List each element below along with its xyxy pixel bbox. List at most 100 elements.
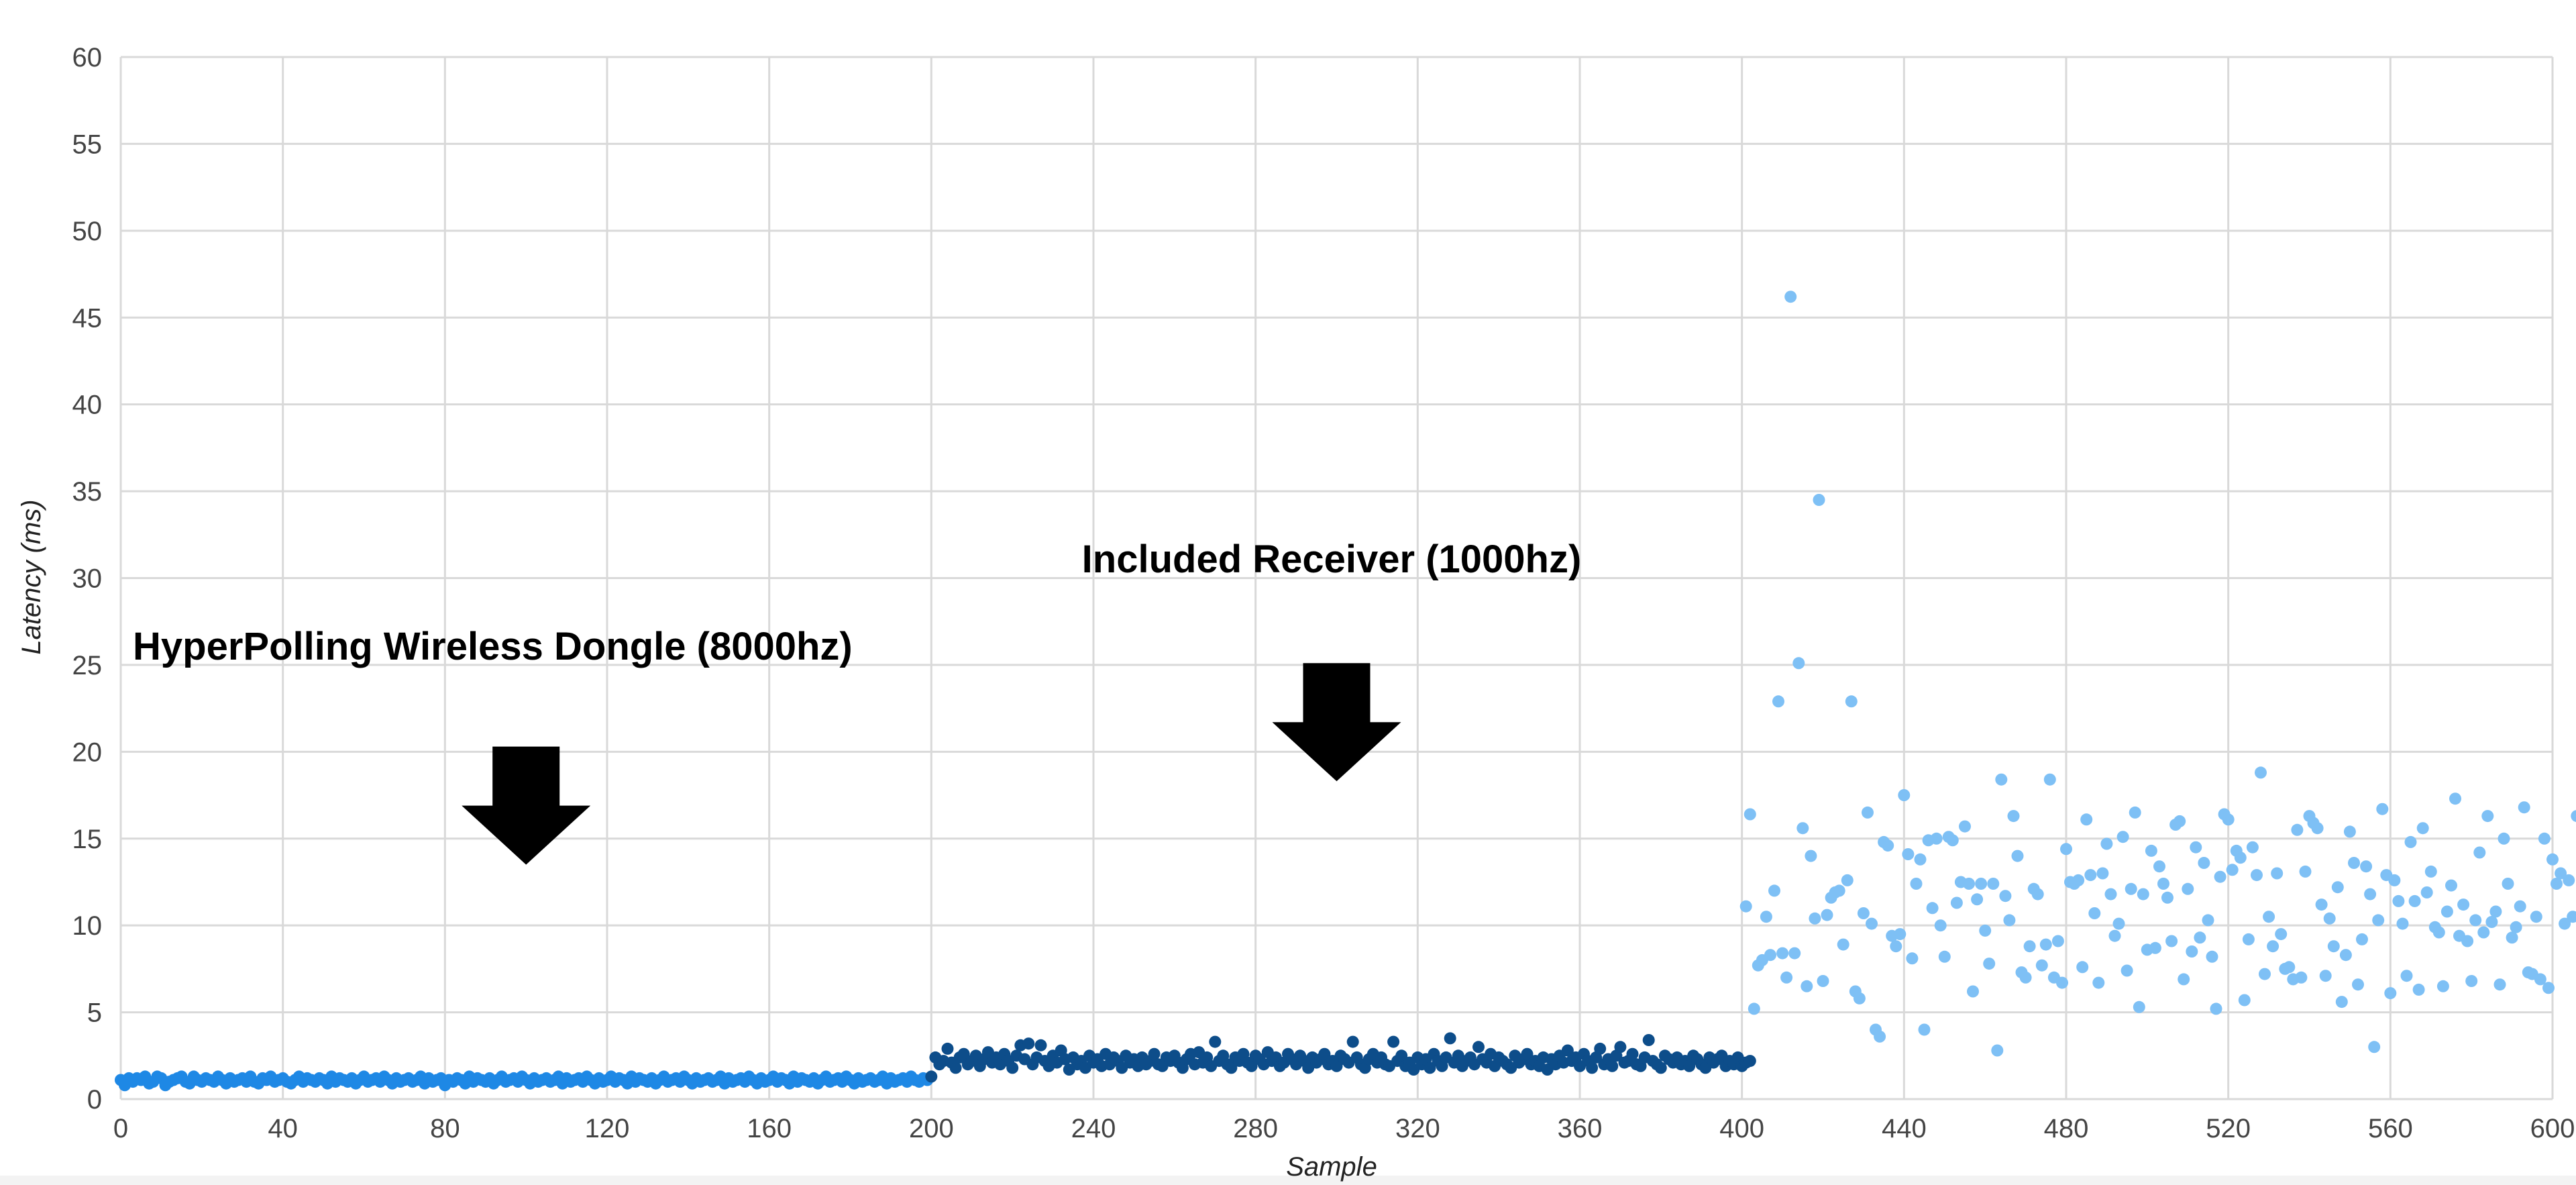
data-point <box>2510 921 2522 933</box>
data-point <box>2473 846 2486 859</box>
data-point <box>2080 813 2093 826</box>
data-point <box>1813 494 1825 506</box>
data-point <box>2546 853 2559 866</box>
data-point <box>2137 888 2149 900</box>
data-point <box>1910 878 1923 890</box>
x-tick-label: 200 <box>909 1114 954 1143</box>
x-tick-label: 280 <box>1233 1114 1278 1143</box>
data-point <box>2319 970 2332 982</box>
data-point <box>1857 907 1870 919</box>
y-tick-label: 35 <box>72 477 103 507</box>
data-point <box>2100 837 2113 850</box>
data-point <box>1890 940 1902 953</box>
data-point <box>1330 1060 1343 1072</box>
x-tick-label: 520 <box>2206 1114 2251 1143</box>
data-point <box>1817 975 1829 987</box>
data-point <box>949 1062 962 1074</box>
x-tick-label: 240 <box>1071 1114 1116 1143</box>
data-point <box>1626 1047 1639 1060</box>
data-point <box>1034 1039 1047 1051</box>
data-point <box>2202 914 2214 927</box>
data-point <box>2360 860 2373 873</box>
data-point <box>2518 801 2530 814</box>
data-point <box>2457 898 2470 911</box>
data-point <box>1862 806 1874 819</box>
data-point <box>1894 928 1907 941</box>
data-point <box>925 1070 938 1083</box>
data-point <box>1967 985 1979 998</box>
data-point <box>2356 933 2368 945</box>
data-point <box>1772 695 1784 708</box>
data-point <box>1841 874 1854 886</box>
data-point <box>2186 945 2198 958</box>
data-point <box>2424 865 2437 878</box>
data-point <box>2485 916 2498 928</box>
data-point <box>2145 844 2157 857</box>
y-tick-label: 50 <box>72 217 103 246</box>
data-point <box>2445 879 2457 892</box>
data-point <box>2498 832 2510 845</box>
data-point <box>2003 914 2016 927</box>
down-arrow-icon <box>462 746 591 865</box>
data-point <box>2234 852 2247 864</box>
data-point <box>2343 825 2356 838</box>
data-point <box>2007 810 2020 823</box>
data-point <box>2477 926 2490 939</box>
data-point <box>1614 1041 1627 1053</box>
data-point <box>2461 935 2474 947</box>
data-point <box>2210 1002 2222 1015</box>
data-point <box>1148 1047 1161 1060</box>
data-point <box>2502 878 2514 890</box>
data-point <box>2084 869 2097 882</box>
data-point <box>2440 905 2453 918</box>
data-point <box>2388 874 2401 886</box>
data-point <box>1743 808 1756 821</box>
data-point <box>1561 1044 1574 1057</box>
data-point <box>2404 835 2417 848</box>
data-point <box>2372 914 2385 927</box>
data-point <box>1318 1047 1331 1060</box>
data-point <box>2251 869 2263 882</box>
data-point <box>2315 898 2328 911</box>
data-point <box>1930 832 1943 845</box>
x-tick-label: 80 <box>430 1114 460 1143</box>
data-point <box>1424 1062 1436 1074</box>
data-point <box>2449 792 2461 805</box>
data-point <box>2295 971 2308 984</box>
x-tick-label: 560 <box>2368 1114 2413 1143</box>
x-axis-title: Sample <box>1286 1152 1377 1182</box>
data-point <box>1914 853 1927 866</box>
data-point <box>2551 878 2563 890</box>
data-point <box>1902 848 1915 860</box>
data-point <box>2327 940 2340 953</box>
data-point <box>1987 878 2000 890</box>
gridlines <box>119 56 2554 1100</box>
data-point <box>2104 888 2117 900</box>
data-point <box>1594 1042 1607 1055</box>
x-tick-label: 0 <box>113 1114 128 1143</box>
data-point <box>1209 1035 1222 1048</box>
data-point <box>1934 919 1947 932</box>
y-tick-label: 45 <box>72 303 103 333</box>
data-point <box>1521 1047 1534 1060</box>
data-point <box>2039 938 2052 951</box>
data-point <box>2125 882 2137 895</box>
data-point <box>1444 1032 1456 1045</box>
data-point <box>1784 291 1797 303</box>
data-point <box>1821 909 1833 921</box>
data-point <box>2542 982 2555 994</box>
data-point <box>2056 976 2068 989</box>
data-point <box>2226 864 2239 876</box>
data-point <box>1743 1055 1756 1068</box>
data-point <box>2076 961 2089 974</box>
data-point <box>2291 823 2304 836</box>
y-tick-label: 10 <box>72 911 103 941</box>
data-point <box>2178 973 2190 986</box>
data-point <box>1472 1041 1485 1053</box>
x-tick-label: 320 <box>1395 1114 1440 1143</box>
data-point <box>957 1047 970 1060</box>
data-point <box>1683 1060 1696 1072</box>
data-point <box>2567 911 2576 923</box>
